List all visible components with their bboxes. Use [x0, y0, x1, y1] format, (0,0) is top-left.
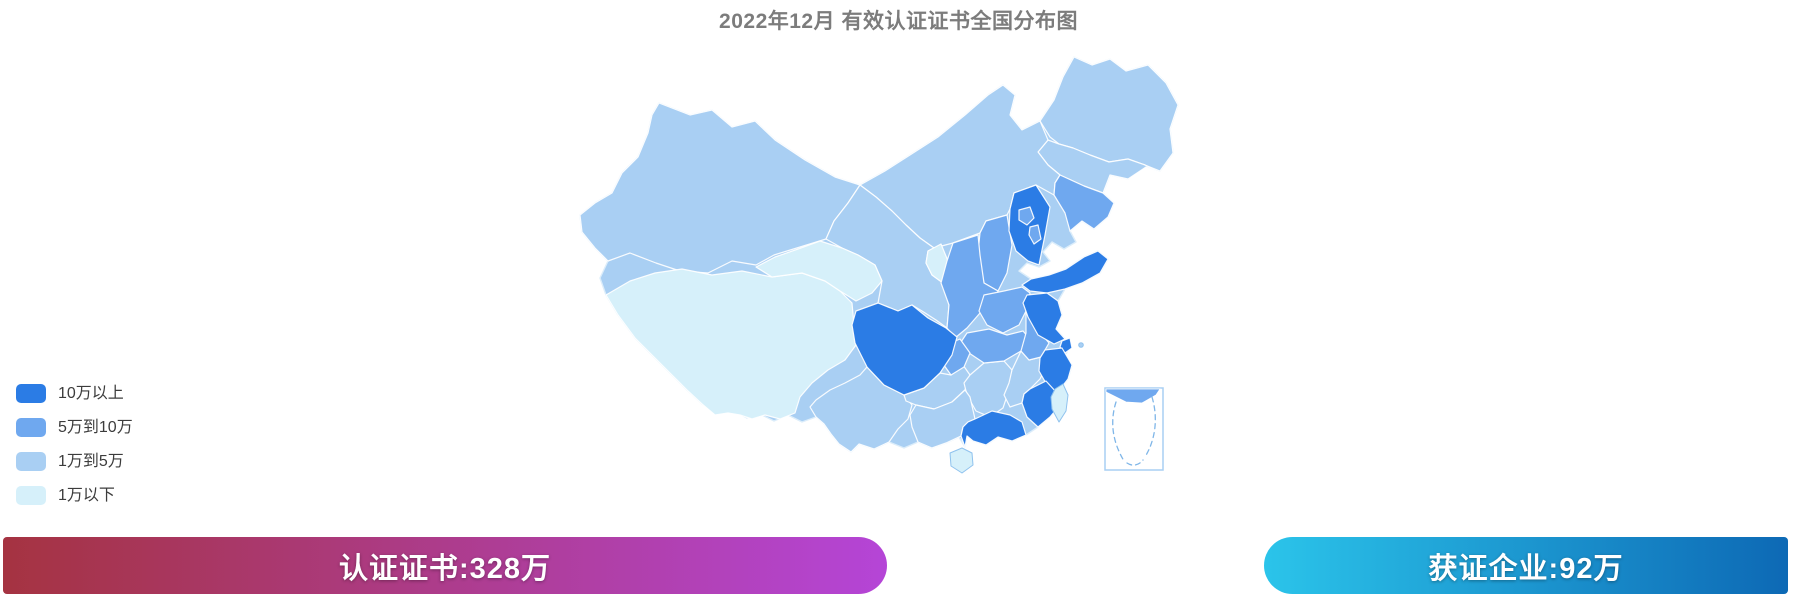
map-legend: 10万以上 5万到10万 1万到5万 1万以下 [16, 384, 133, 520]
legend-swatch-level4 [16, 384, 46, 403]
china-map-svg [579, 56, 1179, 474]
legend-item-level1[interactable]: 1万以下 [16, 486, 133, 505]
province-henan[interactable] [978, 286, 1031, 334]
province-sichuan[interactable] [851, 302, 958, 396]
china-choropleth-map [560, 45, 1200, 505]
zhoushan-islet [1078, 342, 1084, 348]
province-fujian[interactable] [1021, 380, 1061, 428]
legend-label: 5万到10万 [58, 419, 133, 436]
province-beijing[interactable] [1018, 206, 1035, 226]
level4-provinces [851, 184, 1109, 448]
province-taiwan[interactable] [1050, 383, 1069, 423]
province-xinjiang[interactable] [579, 102, 861, 274]
province-yunnan[interactable] [809, 366, 913, 453]
legend-item-level2[interactable]: 1万到5万 [16, 452, 133, 471]
province-tianjin[interactable] [1028, 224, 1042, 245]
legend-label: 1万以下 [58, 487, 115, 504]
province-shaanxi[interactable] [940, 234, 999, 339]
nine-dash-line-left [1112, 401, 1125, 462]
certificates-stat-bar: 认证证书:328万 [3, 537, 887, 594]
province-liaoning[interactable] [1053, 174, 1115, 232]
legend-item-level3[interactable]: 5万到10万 [16, 418, 133, 437]
level3-provinces [940, 174, 1115, 376]
legend-item-level4[interactable]: 10万以上 [16, 384, 133, 403]
certificates-stat-text: 认证证书:328万 [338, 552, 552, 585]
enterprises-stat-text: 获证企业:92万 [1428, 552, 1624, 585]
province-qinghai[interactable] [755, 240, 883, 302]
page-title: 2022年12月 有效认证证书全国分布图 [719, 10, 1078, 33]
province-guangdong[interactable] [960, 410, 1027, 448]
province-shandong[interactable] [1021, 250, 1109, 294]
level1-provinces [605, 240, 949, 420]
legend-swatch-level3 [16, 418, 46, 437]
enterprises-stat-bar: 获证企业:92万 [1264, 537, 1788, 594]
province-jiangsu[interactable] [1022, 292, 1066, 345]
legend-label: 1万到5万 [58, 453, 124, 470]
inset-coastline [1105, 388, 1161, 404]
nine-dash-line-right [1144, 396, 1156, 458]
province-tibet[interactable] [605, 268, 857, 420]
legend-label: 10万以上 [58, 385, 124, 402]
province-hebei[interactable] [1008, 184, 1051, 266]
legend-swatch-level1 [16, 486, 46, 505]
province-hainan[interactable] [949, 447, 974, 474]
south-china-sea-inset [1104, 387, 1164, 471]
nine-dash-line-bottom [1126, 459, 1144, 466]
legend-swatch-level2 [16, 452, 46, 471]
